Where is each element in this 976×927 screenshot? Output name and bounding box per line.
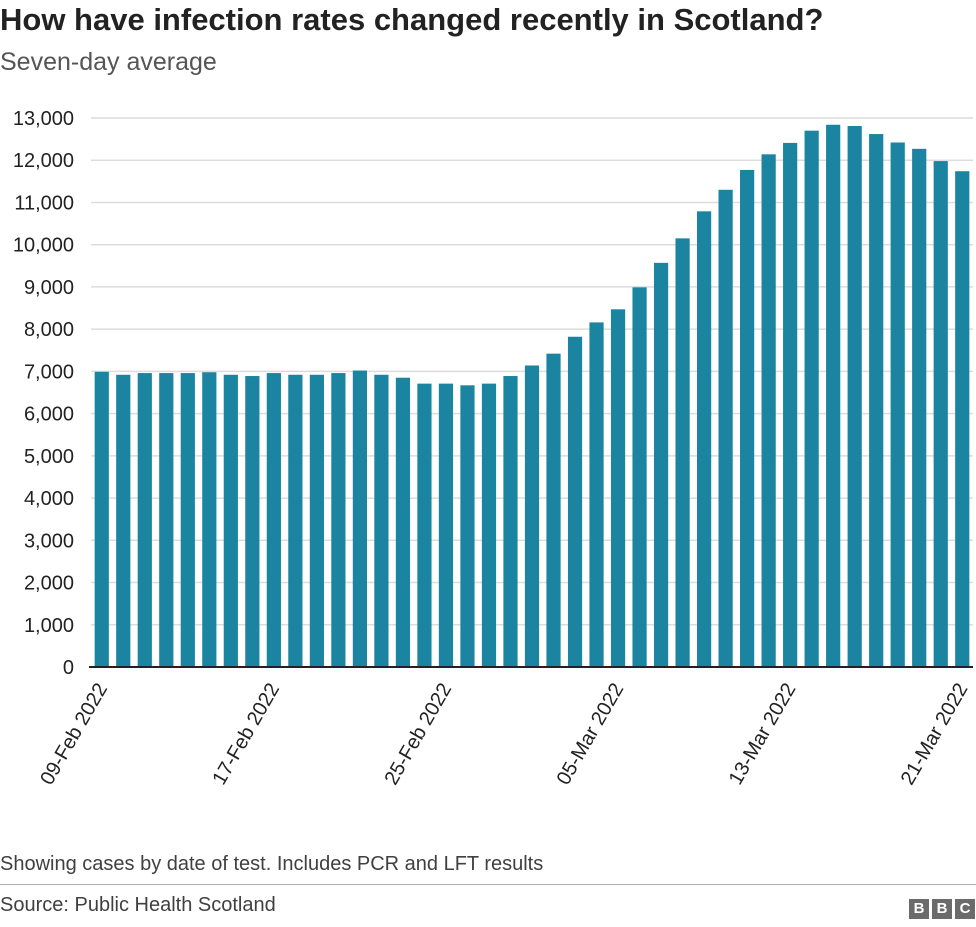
y-tick-label: 13,000 — [13, 108, 74, 130]
x-tick-label: 21-Mar 2022 — [897, 680, 973, 789]
bar — [288, 374, 303, 667]
bar — [890, 142, 905, 668]
bar — [933, 161, 948, 667]
bar — [740, 169, 755, 667]
bar — [116, 374, 131, 667]
bar — [696, 211, 712, 667]
bar — [804, 130, 819, 667]
y-tick-label: 0 — [63, 657, 74, 679]
y-tick-label: 7,000 — [24, 361, 74, 383]
bar — [159, 373, 174, 667]
bar — [223, 374, 238, 667]
y-tick-label: 4,000 — [24, 488, 74, 510]
bbc-logo-letter: C — [955, 899, 975, 919]
y-tick-label: 8,000 — [24, 319, 74, 341]
y-tick-label: 10,000 — [13, 235, 74, 257]
bar — [610, 309, 626, 667]
bar — [481, 383, 497, 667]
x-tick-label: 17-Feb 2022 — [208, 680, 284, 789]
y-tick-label: 2,000 — [24, 573, 74, 595]
bar — [309, 374, 324, 667]
bbc-logo: B B C — [909, 899, 975, 919]
bar — [266, 373, 281, 667]
bar — [137, 373, 152, 667]
chart-title: How have infection rates changed recentl… — [0, 2, 824, 37]
bar — [546, 353, 561, 667]
bar — [395, 377, 411, 667]
x-tick-label: 25-Feb 2022 — [381, 680, 457, 789]
bar — [503, 376, 518, 667]
y-tick-label: 12,000 — [13, 150, 74, 172]
bar — [245, 376, 260, 667]
bar — [352, 370, 368, 667]
bar — [653, 262, 669, 667]
bar — [783, 142, 798, 668]
y-tick-label: 5,000 — [24, 446, 74, 468]
x-axis-tick-labels: 09-Feb 2022 17-Feb 2022 25-Feb 2022 05-Mar … — [36, 680, 972, 789]
y-tick-label: 1,000 — [24, 615, 74, 637]
bar — [869, 134, 884, 667]
footer-divider — [0, 884, 976, 885]
bbc-logo-letter: B — [909, 899, 929, 919]
bar — [912, 148, 927, 667]
bar — [180, 373, 195, 667]
bar — [202, 372, 217, 667]
bar — [438, 383, 454, 667]
bar — [718, 189, 733, 668]
y-tick-label: 6,000 — [24, 404, 74, 426]
bar — [374, 374, 389, 667]
bars — [94, 124, 970, 668]
bar — [761, 154, 776, 667]
x-tick-label: 13-Mar 2022 — [725, 680, 801, 789]
bar — [589, 322, 604, 667]
bar — [847, 126, 862, 667]
bar — [567, 336, 583, 667]
bar — [955, 171, 970, 668]
bbc-logo-letter: B — [932, 899, 952, 919]
y-tick-label: 11,000 — [14, 192, 74, 214]
bar-chart: 0 1,000 2,000 3,000 4,000 5,000 6,000 7,000 8,00… — [13, 108, 973, 789]
source-credit: Source: Public Health Scotland — [0, 894, 276, 916]
bar — [632, 287, 647, 667]
bar — [826, 124, 841, 668]
x-tick-label: 09-Feb 2022 — [36, 680, 112, 789]
chart-footnote: Showing cases by date of test. Includes … — [0, 853, 544, 875]
bar — [94, 371, 109, 667]
bar — [524, 365, 540, 667]
y-tick-label: 3,000 — [24, 530, 74, 552]
y-tick-label: 9,000 — [24, 277, 74, 299]
chart-subtitle: Seven-day average — [0, 48, 217, 76]
bar — [417, 383, 432, 667]
bar — [331, 373, 346, 667]
y-axis-tick-labels: 0 1,000 2,000 3,000 4,000 5,000 6,000 7,000 8,00… — [13, 108, 74, 679]
x-tick-label: 05-Mar 2022 — [553, 680, 629, 789]
bar — [675, 238, 690, 667]
bar — [460, 385, 475, 667]
